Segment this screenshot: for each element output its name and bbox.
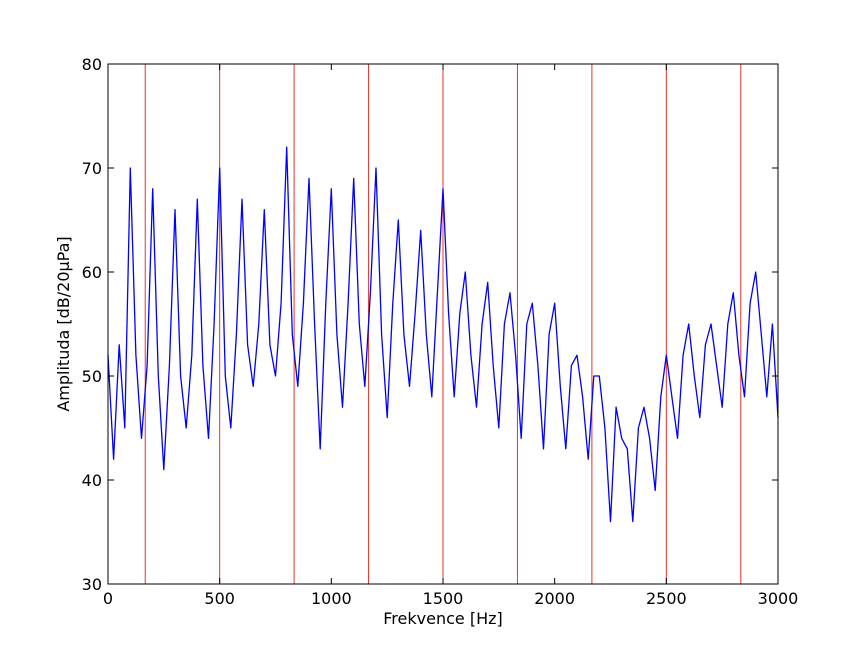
x-tick-label-1: 500	[204, 589, 235, 608]
x-tick-label-6: 3000	[758, 589, 799, 608]
x-tick-label-5: 2500	[646, 589, 687, 608]
y-tick-label-5: 80	[82, 55, 102, 74]
x-tick-label-2: 1000	[311, 589, 352, 608]
y-tick-label-4: 70	[82, 159, 102, 178]
x-tick-label-3: 1500	[423, 589, 464, 608]
series-line-0	[107, 146, 779, 523]
x-axis-label: Frekvence [Hz]	[383, 609, 502, 628]
axis-ticks: 0 500 1000 1500 2000 2500 3000 30 40 50 60 70 80	[82, 55, 799, 608]
y-tick-label-3: 60	[82, 263, 102, 282]
x-tick-label-4: 2000	[534, 589, 575, 608]
vertical-markers	[144, 64, 742, 584]
y-axis-label: Amplituda [dB/20µPa]	[54, 236, 73, 411]
x-tick-label-0: 0	[103, 589, 113, 608]
series-group	[107, 146, 779, 523]
y-tick-label-1: 40	[82, 471, 102, 490]
y-tick-label-2: 50	[82, 367, 102, 386]
y-tick-label-0: 30	[82, 575, 102, 594]
